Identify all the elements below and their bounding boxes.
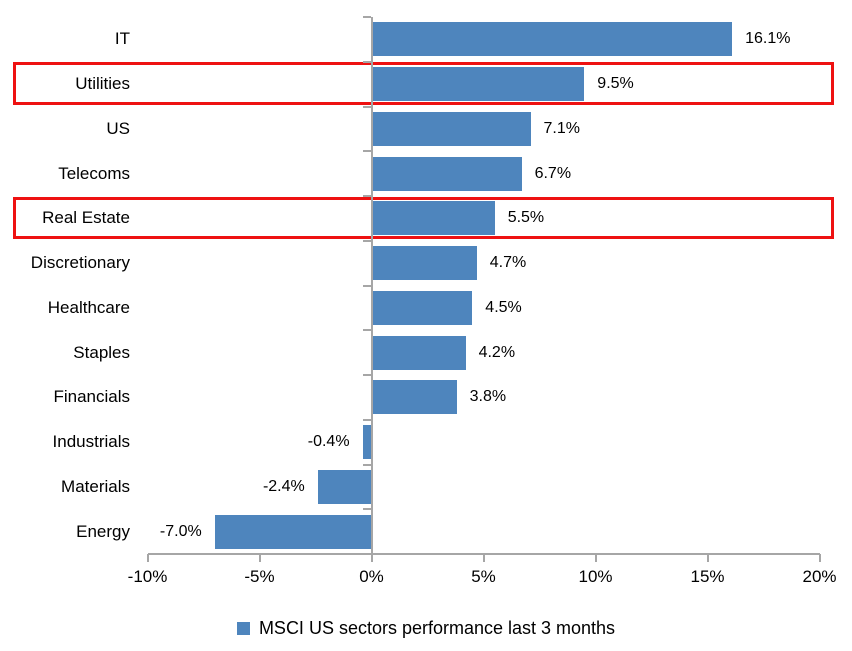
category-label: Financials <box>53 387 130 407</box>
category-label: US <box>106 118 130 138</box>
category-label: Healthcare <box>47 297 130 317</box>
category-axis-tick <box>362 284 371 287</box>
value-label: 3.8% <box>469 388 507 406</box>
x-axis-tick <box>370 553 373 562</box>
category-axis-tick <box>362 60 371 63</box>
x-axis-tick <box>146 553 149 562</box>
bar <box>371 201 495 236</box>
value-label: 7.1% <box>543 119 580 137</box>
x-tick-label: 5% <box>471 566 496 586</box>
category-axis-tick <box>362 418 371 421</box>
x-axis-tick <box>258 553 261 562</box>
x-axis-tick <box>594 553 597 562</box>
bar <box>214 514 372 549</box>
x-tick-label: 15% <box>690 566 725 586</box>
value-label: 9.5% <box>597 75 634 93</box>
category-label: Utilities <box>75 74 130 94</box>
category-label: Materials <box>61 476 130 496</box>
value-label: -7.0% <box>159 522 202 540</box>
value-label: 4.5% <box>485 298 522 316</box>
value-label: 4.7% <box>489 254 527 272</box>
x-axis-tick <box>706 553 709 562</box>
value-label: -2.4% <box>262 477 305 495</box>
bar <box>362 425 372 460</box>
category-axis-tick <box>362 16 371 18</box>
category-label: Real Estate <box>42 208 130 228</box>
category-label: Staples <box>73 342 130 362</box>
category-axis-tick <box>362 374 371 376</box>
x-tick-label: 0% <box>359 566 384 586</box>
value-label: 16.1% <box>745 30 791 48</box>
value-label: 4.2% <box>478 343 516 361</box>
bar <box>371 246 477 281</box>
category-axis-tick <box>362 105 371 108</box>
category-axis-tick <box>362 508 371 511</box>
category-axis-tick <box>362 239 371 242</box>
category-label: Industrials <box>52 432 130 452</box>
bar <box>371 22 733 57</box>
bar <box>371 335 466 370</box>
legend: MSCI US sectors performance last 3 month… <box>0 613 852 643</box>
category-axis-tick <box>362 463 371 466</box>
plot-area: IT 16.1% Utilities 9.5% US 7.1% Telecoms 6.7% Re… <box>13 16 837 586</box>
zero-axis-line <box>370 17 373 554</box>
bar <box>371 156 522 191</box>
x-tick-label: 20% <box>802 566 837 586</box>
category-label: Energy <box>76 521 130 541</box>
bar <box>371 111 531 146</box>
highlight-box-utilities <box>13 62 834 105</box>
bar <box>371 67 585 102</box>
x-axis-tick <box>482 553 485 562</box>
x-axis-tick <box>818 553 821 562</box>
category-axis-tick <box>362 329 371 332</box>
x-tick-label: 10% <box>578 566 613 586</box>
bar <box>371 380 457 415</box>
category-label: Telecoms <box>58 163 130 183</box>
category-axis-tick <box>362 195 371 197</box>
value-label: 6.7% <box>534 164 572 182</box>
value-label: 5.5% <box>507 209 545 227</box>
highlight-box-real-estate <box>13 196 834 240</box>
bar <box>371 290 473 325</box>
legend-label: MSCI US sectors performance last 3 month… <box>258 617 616 638</box>
bar <box>317 469 372 504</box>
x-tick-label: -5% <box>244 566 275 586</box>
category-label: IT <box>114 29 130 49</box>
category-label: Discretionary <box>30 253 130 273</box>
category-axis-tick <box>362 150 371 153</box>
legend-marker-icon <box>236 621 250 635</box>
value-label: -0.4% <box>307 433 350 451</box>
x-tick-label: -10% <box>127 566 168 586</box>
